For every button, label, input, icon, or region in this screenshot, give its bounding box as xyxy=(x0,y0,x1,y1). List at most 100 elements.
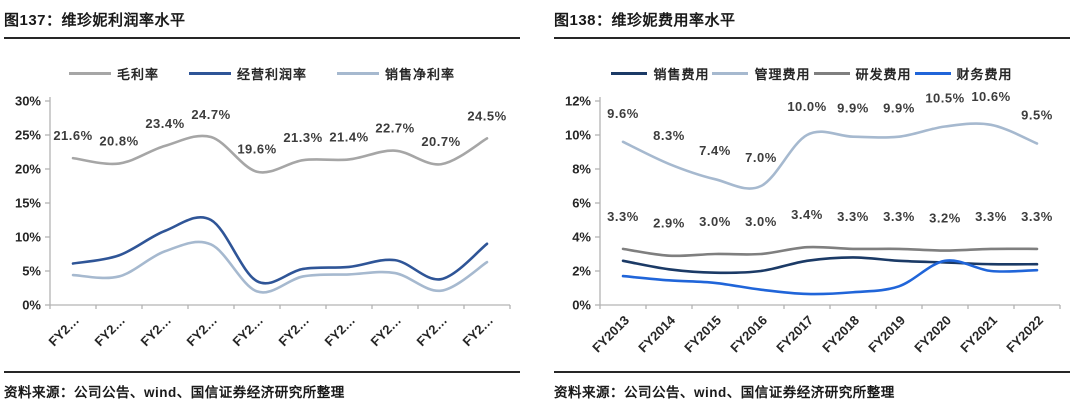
legend-item-net-margin: 销售净利率 xyxy=(337,64,455,83)
chart-legend: 销售费用 管理费用 研发费用 财务费用 xyxy=(554,63,1070,83)
data-label-gross-margin: 23.4% xyxy=(145,116,184,131)
data-label-admin-expense: 9.6% xyxy=(607,106,639,121)
x-tick-label: FY2… xyxy=(91,313,128,350)
data-label-gross-margin: 20.7% xyxy=(421,134,460,149)
expense-ratio-line-chart: 0% 2% 4% 6% 8% 10% 12% FY2013 FY2014 FY2015 FY2016… xyxy=(565,89,1061,356)
x-tick-label: FY2… xyxy=(275,313,312,350)
y-tick-label: 2% xyxy=(572,264,591,279)
x-tick-label: FY2… xyxy=(183,313,220,350)
data-label-rnd-expense: 3.3% xyxy=(1021,209,1053,224)
x-tick-label: FY2014 xyxy=(635,312,678,355)
y-tick-label: 4% xyxy=(572,230,591,245)
legend-line-swatch-gross-margin xyxy=(68,71,111,75)
figure-138: 图138：维珍妮费用率水平 销售费用 管理费用 研发费用 财务费用 0% 2% 4% 6% 8… xyxy=(554,5,1070,401)
data-label-rnd-expense: 3.0% xyxy=(699,214,731,229)
report-figures-row: 图137：维珍妮利润率水平 毛利率 经营利润率 销售净利率 0% 5% 10% 15% 20… xyxy=(4,5,1070,401)
data-label-admin-expense: 10.5% xyxy=(925,91,964,106)
data-label-admin-expense: 8.3% xyxy=(653,128,685,143)
x-tick-label: FY2021 xyxy=(957,313,1000,356)
x-tick-label: FY2018 xyxy=(819,313,862,356)
data-label-admin-expense: 7.4% xyxy=(699,143,731,158)
legend-item-admin-expense: 管理费用 xyxy=(712,64,810,83)
legend-label-net-margin: 销售净利率 xyxy=(385,66,456,82)
legend-item-finance-expense: 财务费用 xyxy=(914,64,1013,83)
figure-source: 资料来源：公司公告、wind、国信证券经济研究所整理 xyxy=(554,371,1070,401)
data-label-rnd-expense: 3.3% xyxy=(837,209,869,224)
data-label-rnd-expense: 3.3% xyxy=(607,209,639,224)
legend-label-gross-margin: 毛利率 xyxy=(116,66,159,82)
series-line-operating-margin xyxy=(71,216,489,285)
data-label-admin-expense: 9.9% xyxy=(883,101,915,116)
legend-label-finance-expense: 财务费用 xyxy=(956,66,1013,82)
y-tick-label: 12% xyxy=(565,94,591,109)
data-label-admin-expense: 9.9% xyxy=(837,101,869,116)
legend-line-swatch-finance-expense xyxy=(914,71,951,75)
data-label-gross-margin: 21.4% xyxy=(329,129,368,144)
x-tick-label: FY2… xyxy=(459,313,496,350)
data-label-gross-margin: 22.7% xyxy=(375,121,414,136)
chart-legend: 毛利率 经营利润率 销售净利率 xyxy=(4,63,520,83)
x-tick-label: FY2… xyxy=(367,313,404,350)
data-label-rnd-expense: 3.4% xyxy=(791,207,823,222)
data-label-rnd-expense: 3.3% xyxy=(975,209,1007,224)
x-tick-label: FY2… xyxy=(413,313,450,350)
y-tick-label: 0% xyxy=(22,298,41,313)
y-tick-label: 10% xyxy=(565,128,591,143)
legend-label-operating-margin: 经营利润率 xyxy=(236,66,307,82)
y-tick-label: 25% xyxy=(15,128,41,143)
data-label-gross-margin: 24.7% xyxy=(191,107,230,122)
legend-line-swatch-admin-expense xyxy=(712,71,749,75)
legend-item-rnd-expense: 研发费用 xyxy=(813,64,912,83)
legend-item-gross-margin: 毛利率 xyxy=(68,64,159,83)
data-label-rnd-expense: 3.2% xyxy=(929,211,961,226)
legend-label-selling-expense: 销售费用 xyxy=(653,66,710,82)
x-tick-label: FY2… xyxy=(45,313,82,350)
figure-137: 图137：维珍妮利润率水平 毛利率 经营利润率 销售净利率 0% 5% 10% 15% 20… xyxy=(4,5,520,401)
x-tick-label: FY2… xyxy=(229,313,266,350)
data-label-rnd-expense: 3.0% xyxy=(745,214,777,229)
data-label-admin-expense: 9.5% xyxy=(1021,108,1053,123)
data-label-gross-margin: 21.3% xyxy=(283,130,322,145)
y-tick-label: 8% xyxy=(572,162,591,177)
legend-label-rnd-expense: 研发费用 xyxy=(855,66,912,82)
y-tick-label: 0% xyxy=(572,298,591,313)
legend-line-swatch-rnd-expense xyxy=(813,71,850,75)
data-label-gross-margin: 19.6% xyxy=(237,142,276,157)
legend-item-operating-margin: 经营利润率 xyxy=(188,64,307,83)
data-label-admin-expense: 7.0% xyxy=(745,150,777,165)
legend-item-selling-expense: 销售费用 xyxy=(611,64,709,83)
data-label-admin-expense: 10.0% xyxy=(787,99,826,114)
data-label-gross-margin: 21.6% xyxy=(53,128,92,143)
figure-title: 图137：维珍妮利润率水平 xyxy=(4,5,520,39)
legend-line-swatch-selling-expense xyxy=(611,71,648,75)
data-label-gross-margin: 24.5% xyxy=(467,108,506,123)
y-tick-label: 20% xyxy=(15,162,41,177)
x-tick-label: FY2017 xyxy=(773,313,816,356)
x-tick-label: FY2… xyxy=(321,313,358,350)
y-tick-label: 10% xyxy=(15,230,41,245)
series-line-rnd-expense xyxy=(621,245,1039,258)
x-tick-label: FY2016 xyxy=(727,313,770,356)
data-label-rnd-expense: 2.9% xyxy=(653,216,685,231)
y-tick-label: 30% xyxy=(15,94,41,109)
profit-margin-line-chart: 0%5%10%15%20%25%30%FY2… FY2… FY2… FY2… FY2… F… xyxy=(15,94,511,350)
data-label-gross-margin: 20.8% xyxy=(99,134,138,149)
series-line-admin-expense xyxy=(621,122,1039,190)
series-line-gross-margin xyxy=(71,134,489,174)
figure-title: 图138：维珍妮费用率水平 xyxy=(554,5,1070,39)
series-line-selling-expense xyxy=(621,256,1039,275)
legend-label-admin-expense: 管理费用 xyxy=(754,66,811,82)
y-tick-label: 6% xyxy=(572,196,591,211)
legend-line-swatch-operating-margin xyxy=(188,71,231,75)
y-tick-label: 5% xyxy=(22,264,41,279)
y-tick-label: 15% xyxy=(15,196,41,211)
figure-source: 资料来源：公司公告、wind、国信证券经济研究所整理 xyxy=(4,371,520,401)
legend-line-swatch-net-margin xyxy=(337,71,379,75)
series-line-net-margin xyxy=(71,240,489,294)
data-label-rnd-expense: 3.3% xyxy=(883,209,915,224)
x-tick-label: FY2020 xyxy=(911,313,954,356)
x-tick-label: FY2… xyxy=(137,313,174,350)
data-label-admin-expense: 10.6% xyxy=(971,89,1010,104)
x-tick-label: FY2022 xyxy=(1003,313,1046,356)
x-tick-label: FY2013 xyxy=(589,313,632,356)
